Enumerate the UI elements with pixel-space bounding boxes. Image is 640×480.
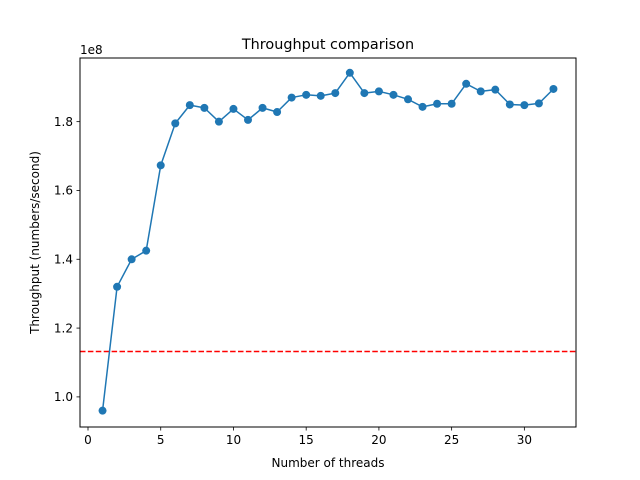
data-point [418, 102, 427, 111]
x-tick-label: 0 [84, 433, 92, 447]
x-tick-label: 30 [517, 433, 532, 447]
data-point [433, 99, 442, 108]
data-point [200, 103, 209, 112]
chart-title: Throughput comparison [241, 37, 414, 53]
data-point [505, 100, 514, 109]
data-point [244, 115, 252, 124]
data-point [360, 89, 369, 98]
x-tick-label: 20 [371, 433, 386, 447]
data-point [98, 406, 107, 415]
y-tick-label: 1.4 [54, 252, 73, 266]
data-point [447, 99, 456, 108]
plot-frame [79, 57, 577, 428]
data-point [520, 101, 529, 110]
data-point [113, 282, 122, 291]
data-point [287, 93, 296, 102]
y-axis-ticks: 1.0 1.2 1.4 1.6 1.8 [54, 115, 80, 404]
data-point [404, 95, 412, 104]
data-point [462, 79, 471, 88]
data-point [374, 87, 383, 96]
data-series [98, 68, 558, 415]
y-tick-label: 1.8 [54, 115, 73, 129]
y-multiplier-label: 1e8 [80, 43, 103, 57]
x-axis-ticks: 0 5 10 15 20 25 30 [84, 427, 532, 447]
data-point [549, 84, 558, 93]
data-point [142, 246, 151, 255]
data-point [229, 104, 238, 113]
x-tick-label: 10 [226, 433, 241, 447]
x-tick-label: 15 [299, 433, 314, 447]
data-point [273, 108, 282, 117]
data-point [127, 255, 136, 264]
y-tick-label: 1.2 [54, 321, 73, 335]
data-point [316, 91, 325, 100]
data-point [258, 103, 267, 112]
x-tick-label: 5 [157, 433, 165, 447]
data-point [156, 161, 165, 170]
y-tick-label: 1.0 [54, 390, 73, 404]
data-point [185, 101, 194, 110]
data-point [491, 85, 500, 94]
data-point [302, 90, 311, 99]
y-tick-label: 1.6 [54, 184, 73, 198]
data-point [476, 87, 485, 96]
data-point [345, 68, 354, 77]
x-tick-label: 25 [444, 433, 459, 447]
data-point [534, 99, 543, 108]
data-point [171, 119, 180, 128]
y-axis-label: Throughput (numbers/second) [28, 151, 42, 335]
x-axis-label: Number of threads [272, 456, 385, 470]
data-point [389, 90, 398, 99]
data-point [331, 89, 340, 98]
data-point [214, 117, 223, 126]
